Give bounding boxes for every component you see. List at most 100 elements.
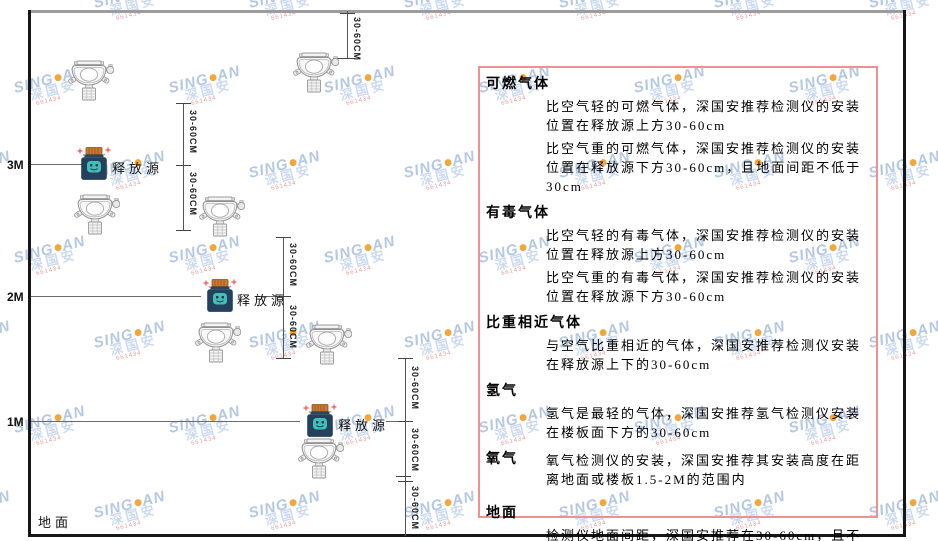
panel-section: 地面检测仪地面间距，深国安推荐在30-60cm，且不得小于30cm，因为过低容易… bbox=[486, 505, 866, 541]
release-source-icon bbox=[200, 278, 240, 314]
dim-tick bbox=[340, 13, 355, 14]
dim-tick bbox=[176, 165, 191, 166]
dim-label-30-60cm: 30-60CM bbox=[188, 172, 198, 217]
orange-dot-icon bbox=[208, 73, 218, 82]
orange-dot-icon bbox=[443, 328, 453, 337]
height-label-1m: 1M bbox=[7, 415, 24, 429]
release-source-icon bbox=[300, 403, 340, 439]
orange-dot-icon bbox=[908, 328, 918, 337]
dim-tick bbox=[276, 358, 291, 359]
dim-tick bbox=[176, 103, 191, 104]
orange-dot-icon bbox=[53, 73, 63, 82]
dim-label-30-60cm: 30-60CM bbox=[410, 428, 420, 473]
orange-dot-icon bbox=[363, 243, 373, 252]
panel-section: 比重相近气体与空气比重相近的气体，深国安推荐检测仪安装在释放源上下的30-60c… bbox=[486, 315, 866, 374]
panel-section: 氢气氢气是最轻的气体，深国安推荐氢气检测仪安装在楼板面下方的30-60cm bbox=[486, 383, 866, 442]
panel-paragraph: 比空气轻的有毒气体，深国安推荐检测仪的安装位置在释放源上方30-60cm bbox=[546, 228, 862, 262]
panel-section-heading: 有毒气体 bbox=[486, 206, 550, 221]
dim-line-2m bbox=[283, 237, 284, 358]
panel-paragraph: 与空气比重相近的气体，深国安推荐检测仪安装在释放源上下的30-60cm bbox=[546, 338, 862, 372]
panel-section-heading: 地面 bbox=[486, 506, 518, 521]
orange-dot-icon bbox=[443, 158, 453, 167]
dim-tick bbox=[396, 476, 411, 477]
guideline-panel: 可燃气体比空气轻的可燃气体，深国安推荐检测仪的安装位置在释放源上方30-60cm… bbox=[478, 66, 878, 541]
panel-section-heading: 比重相近气体 bbox=[486, 316, 582, 331]
orange-dot-icon bbox=[288, 158, 298, 167]
dim-tick bbox=[398, 421, 413, 422]
gas-detector-icon bbox=[306, 324, 353, 366]
left-wall-line bbox=[28, 10, 31, 537]
gas-detector-icon bbox=[199, 196, 246, 238]
connector-1m bbox=[386, 421, 406, 422]
panel-section-heading: 氧气 bbox=[486, 452, 518, 467]
dim-label-30-60cm: 30-60CM bbox=[352, 17, 362, 62]
panel-section-heading: 氢气 bbox=[486, 384, 518, 399]
orange-dot-icon bbox=[53, 243, 63, 252]
dim-line-3m bbox=[183, 103, 184, 230]
orange-dot-icon bbox=[908, 498, 918, 507]
dim-tick bbox=[176, 230, 191, 231]
dim-tick bbox=[398, 481, 413, 482]
orange-dot-icon bbox=[133, 498, 143, 507]
panel-section-heading: 可燃气体 bbox=[486, 77, 550, 92]
dim-label-30-60cm: 30-60CM bbox=[288, 305, 298, 350]
panel-paragraph: 氢气是最轻的气体，深国安推荐氢气检测仪安装在楼板面下方的30-60cm bbox=[546, 406, 862, 440]
dim-label-30-60cm: 30-60CM bbox=[188, 110, 198, 155]
level-line-1m bbox=[31, 421, 300, 422]
orange-dot-icon bbox=[908, 158, 918, 167]
level-line-2m bbox=[31, 296, 201, 297]
orange-dot-icon bbox=[208, 243, 218, 252]
gas-detector-icon bbox=[293, 52, 340, 94]
dim-tick bbox=[398, 358, 413, 359]
panel-paragraph: 氧气检测仪的安装，深国安推荐其安装高度在距离地面或楼板1.5-2M的范围内 bbox=[546, 453, 862, 487]
gas-detector-icon bbox=[195, 322, 242, 364]
ground-label: 地面 bbox=[38, 515, 73, 530]
height-label-2m: 2M bbox=[7, 290, 24, 304]
gas-detector-icon bbox=[74, 194, 121, 236]
right-wall-line bbox=[903, 10, 906, 537]
height-label-3m: 3M bbox=[7, 158, 24, 172]
ceiling-line bbox=[28, 10, 906, 13]
panel-paragraph: 检测仪地面间距，深国安推荐在30-60cm，且不得小于30cm，因为过低容易水溅… bbox=[546, 528, 862, 541]
panel-section: 有毒气体比空气轻的有毒气体，深国安推荐检测仪的安装位置在释放源上方30-60cm… bbox=[486, 205, 866, 306]
ground-line bbox=[28, 534, 906, 537]
dim-label-30-60cm: 30-60CM bbox=[288, 243, 298, 288]
panel-paragraph: 比空气轻的可燃气体，深国安推荐检测仪的安装位置在释放源上方30-60cm bbox=[546, 99, 862, 133]
dim-line-1m bbox=[405, 358, 406, 536]
panel-paragraph: 比空气重的可燃气体，深国安推荐检测仪的安装位置在释放源下方30-60cm，且地面… bbox=[546, 141, 862, 194]
dim-label-30-60cm: 30-60CM bbox=[410, 486, 420, 531]
dim-label-30-60cm: 30-60CM bbox=[410, 366, 420, 411]
dim-tick bbox=[276, 237, 291, 238]
release-source-label: 释放源 bbox=[237, 293, 289, 308]
release-source-icon bbox=[74, 146, 114, 182]
orange-dot-icon bbox=[133, 328, 143, 337]
level-line-3m bbox=[31, 164, 83, 165]
panel-section: 可燃气体比空气轻的可燃气体，深国安推荐检测仪的安装位置在释放源上方30-60cm… bbox=[486, 76, 866, 196]
dim-tick bbox=[276, 296, 291, 297]
release-source-label: 释放源 bbox=[338, 418, 390, 433]
gas-detector-icon bbox=[298, 438, 345, 480]
connector-2m bbox=[258, 296, 284, 297]
panel-paragraph: 比空气重的有毒气体，深国安推荐检测仪的安装位置在释放源下方30-60cm bbox=[546, 270, 862, 304]
orange-dot-icon bbox=[443, 498, 453, 507]
orange-dot-icon bbox=[288, 498, 298, 507]
panel-section: 氧气 氧气检测仪的安装，深国安推荐其安装高度在距离地面或楼板1.5-2M的范围内 bbox=[486, 451, 866, 489]
gas-detector-icon bbox=[68, 60, 115, 102]
